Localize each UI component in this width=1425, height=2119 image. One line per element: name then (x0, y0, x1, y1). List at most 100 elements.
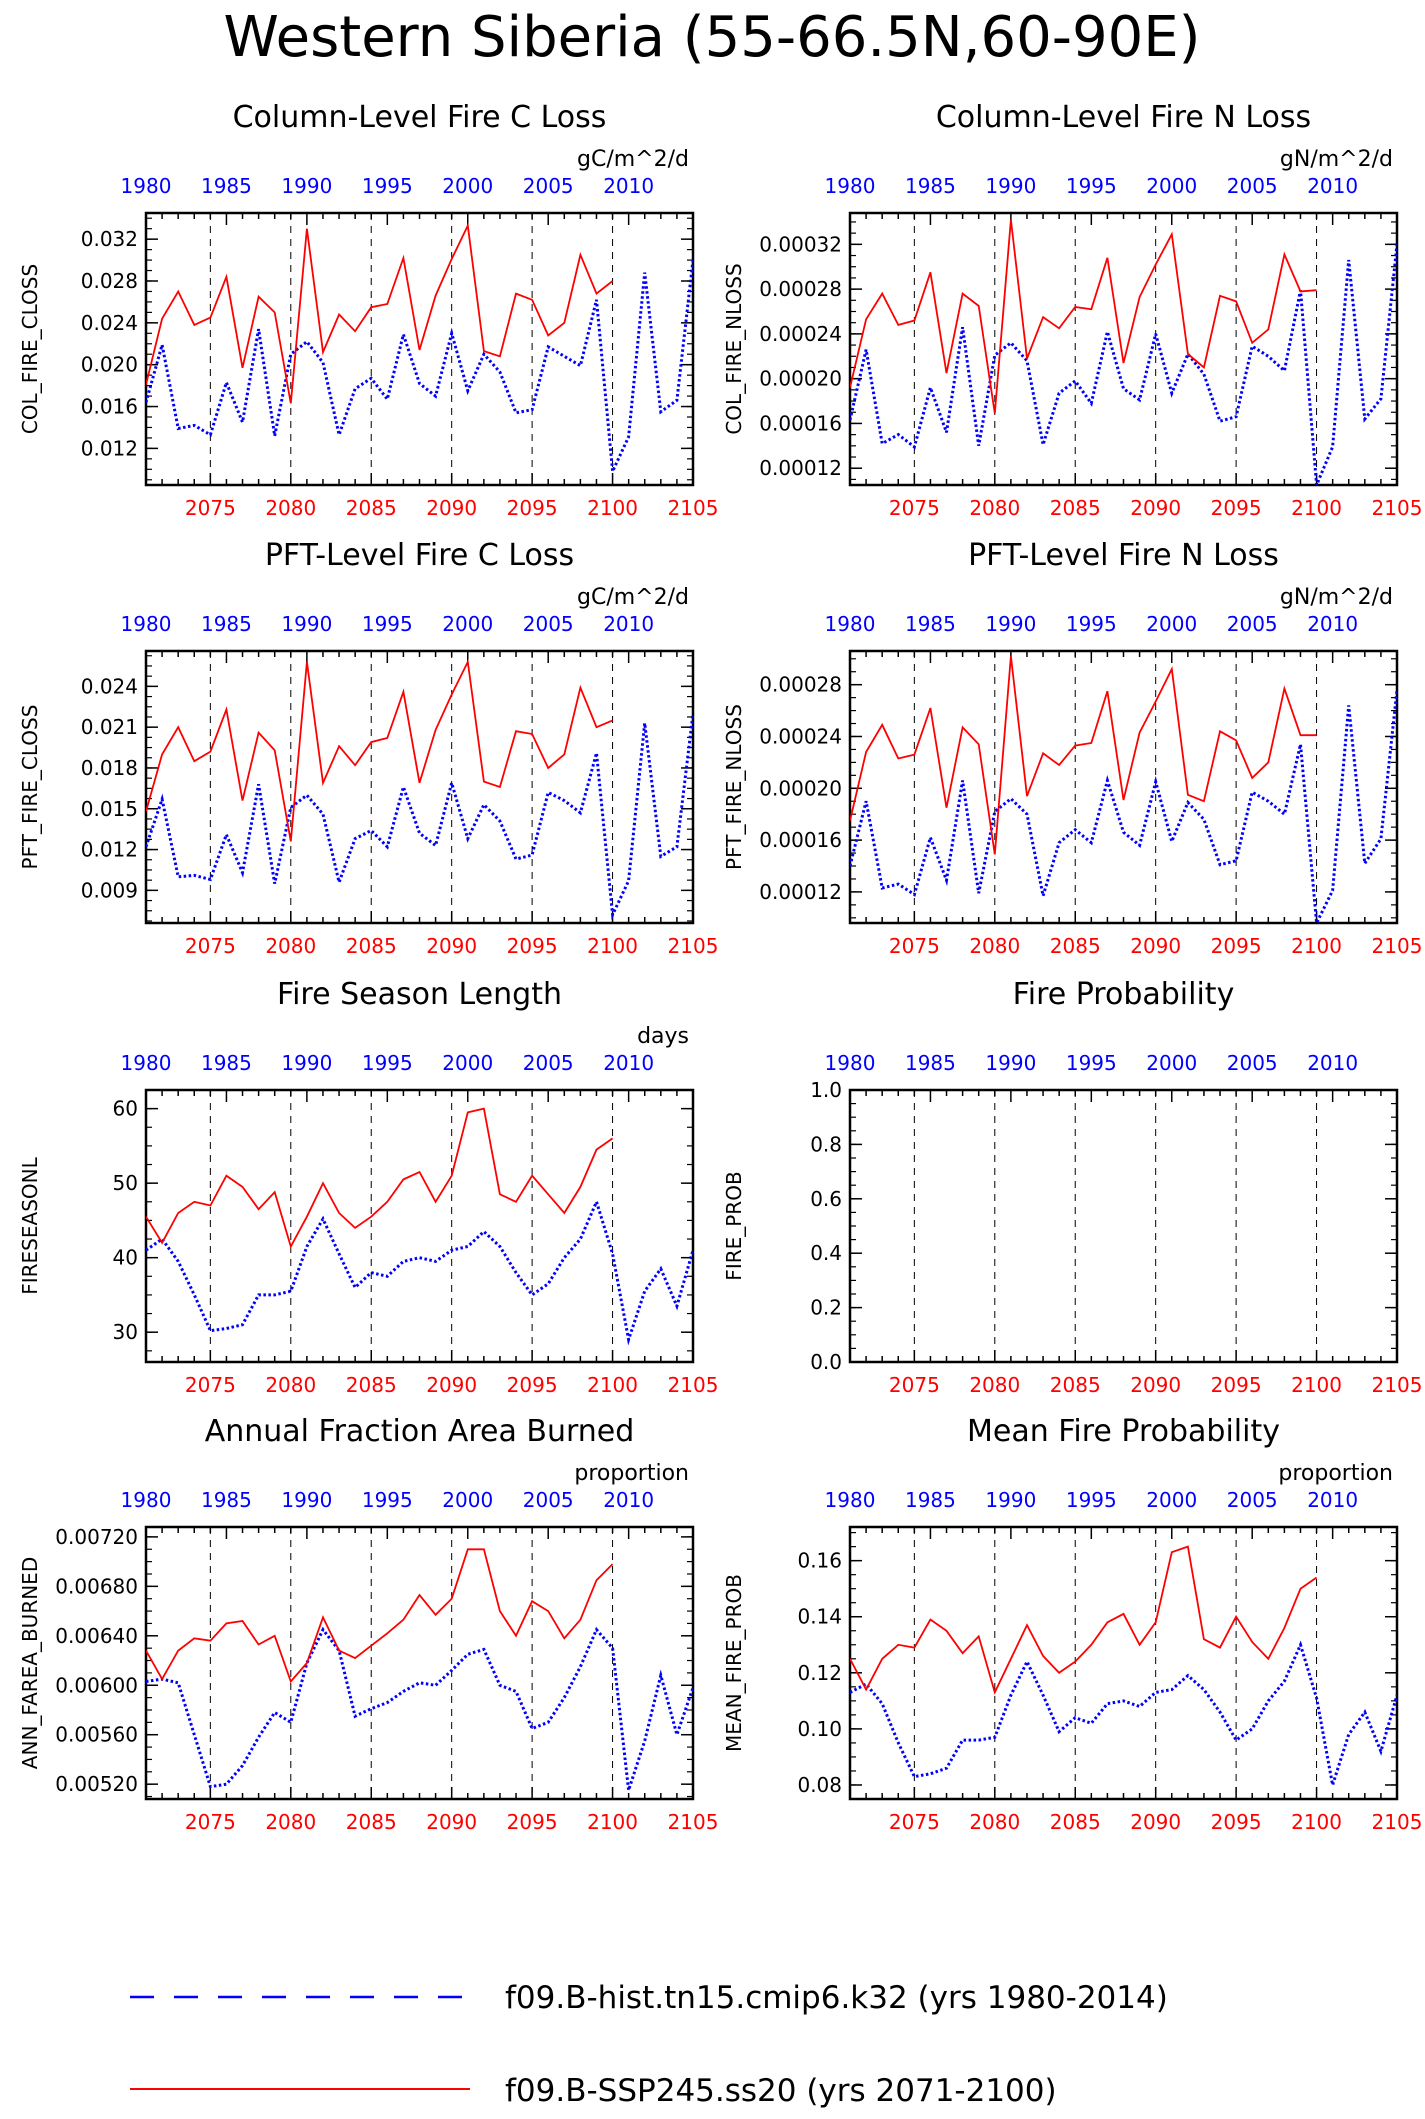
series-line-hist (146, 259, 693, 478)
y-tick-label: 0.4 (810, 1241, 842, 1265)
x-tick-label: 2090 (426, 1810, 477, 1834)
x-top-tick-label: 2000 (442, 612, 493, 636)
y-tick-label: 60 (113, 1097, 138, 1121)
legend-future-label: f09.B-SSP245.ss20 (yrs 2071-2100) (505, 2073, 1057, 2109)
x-top-tick-label: 1985 (201, 1051, 252, 1075)
x-tick-label: 2095 (507, 1373, 558, 1397)
x-tick-label: 2105 (1372, 496, 1423, 520)
plot-frame (144, 649, 695, 925)
x-top-tick-label: 1985 (905, 612, 956, 636)
chart-title: PFT-Level Fire N Loss (968, 538, 1279, 573)
x-top-tick-label: 1980 (825, 612, 876, 636)
x-tick-label: 2090 (426, 934, 477, 958)
y-tick-label: 0.020 (81, 353, 138, 377)
y-tick-label: 0.00012 (759, 880, 842, 904)
x-tick-label: 2095 (1211, 1810, 1262, 1834)
x-tick-label: 2105 (1372, 1373, 1423, 1397)
x-top-tick-label: 1990 (985, 1051, 1036, 1075)
x-tick-label: 2080 (265, 1373, 316, 1397)
y-tick-label: 0.024 (81, 311, 138, 335)
x-tick-label: 2100 (587, 934, 638, 958)
x-tick-label: 2075 (185, 934, 236, 958)
x-tick-label: 2085 (346, 1373, 397, 1397)
x-tick-label: 2090 (1130, 496, 1181, 520)
chart-title: Column-Level Fire C Loss (233, 100, 607, 135)
x-top-tick-label: 1995 (1066, 1488, 1117, 1512)
chart-panel-1: Column-Level Fire C Loss gC/m^2/d 2075 2080… (18, 100, 718, 520)
x-tick-label: 2080 (265, 1810, 316, 1834)
x-tick-label: 2095 (1211, 1373, 1262, 1397)
x-top-tick-label: 2000 (1146, 1488, 1197, 1512)
chart-title: PFT-Level Fire C Loss (265, 538, 574, 573)
chart-title: Mean Fire Probability (967, 1414, 1280, 1449)
x-top-tick-label: 2000 (1146, 1051, 1197, 1075)
legend-hist-label: f09.B-hist.tn15.cmip6.k32 (yrs 1980-2014… (505, 1980, 1168, 2016)
x-top-tick-label: 1990 (281, 612, 332, 636)
series-line-hist (850, 689, 1397, 923)
x-top-tick-label: 1990 (281, 174, 332, 198)
x-top-tick-label: 2010 (1307, 1488, 1358, 1512)
x-tick-label: 2105 (668, 1373, 719, 1397)
x-tick-label: 2095 (507, 1810, 558, 1834)
series-line-future (850, 1545, 1318, 1695)
x-top-tick-label: 2010 (603, 174, 654, 198)
x-tick-label: 2105 (1372, 934, 1423, 958)
y-axis-label: PFT_FIRE_NLOSS (722, 704, 746, 870)
y-tick-label: 0.08 (797, 1773, 842, 1797)
y-axis-label: COL_FIRE_NLOSS (722, 263, 746, 434)
y-tick-label: 0.00020 (759, 367, 842, 391)
y-axis-label: PFT_FIRE_CLOSS (18, 705, 42, 870)
y-axis-label: ANN_FAREA_BURNED (18, 1557, 42, 1769)
x-top-tick-label: 2005 (1227, 1488, 1278, 1512)
chart-panel-7: Annual Fraction Area Burned proportion 207… (18, 1414, 718, 1834)
y-tick-label: 0.00640 (55, 1624, 138, 1648)
x-tick-label: 2090 (426, 496, 477, 520)
x-top-tick-label: 1995 (362, 1488, 413, 1512)
chart-panel-2: Column-Level Fire N Loss gN/m^2/d 2075 2080… (722, 100, 1422, 520)
x-top-tick-label: 1990 (281, 1488, 332, 1512)
y-tick-label: 0.00720 (55, 1525, 138, 1549)
x-tick-label: 2075 (185, 1810, 236, 1834)
y-tick-label: 0.0 (810, 1350, 842, 1374)
y-axis-label: MEAN_FIRE_PROB (722, 1574, 746, 1752)
page-title: Western Siberia (55-66.5N,60-90E) (224, 5, 1201, 70)
chart-title: Column-Level Fire N Loss (936, 100, 1311, 135)
plot-frame (144, 1525, 695, 1801)
x-tick-label: 2105 (1372, 1810, 1423, 1834)
y-tick-label: 30 (113, 1320, 138, 1344)
y-tick-label: 50 (113, 1171, 138, 1195)
x-top-tick-label: 2000 (1146, 174, 1197, 198)
x-top-tick-label: 1995 (362, 174, 413, 198)
y-tick-label: 1.0 (810, 1078, 842, 1102)
series-line-future (146, 658, 613, 842)
x-tick-label: 2105 (668, 1810, 719, 1834)
y-tick-label: 0.021 (81, 715, 138, 739)
y-tick-label: 0.009 (81, 878, 138, 902)
x-tick-label: 2100 (587, 1373, 638, 1397)
x-top-tick-label: 1980 (121, 1488, 172, 1512)
x-top-tick-label: 2005 (1227, 612, 1278, 636)
units-label: gC/m^2/d (577, 147, 689, 172)
x-tick-label: 2080 (265, 496, 316, 520)
x-top-tick-label: 2000 (1146, 612, 1197, 636)
x-top-tick-label: 1980 (825, 174, 876, 198)
chart-panels: Column-Level Fire C Loss gC/m^2/d 2075 2080… (18, 100, 1422, 1834)
x-tick-label: 2100 (1291, 496, 1342, 520)
x-top-tick-label: 1985 (201, 1488, 252, 1512)
x-tick-label: 2095 (507, 934, 558, 958)
units-label: gC/m^2/d (577, 585, 689, 610)
y-tick-label: 0.012 (81, 436, 138, 460)
x-tick-label: 2080 (969, 934, 1020, 958)
x-top-tick-label: 1995 (362, 612, 413, 636)
x-tick-label: 2085 (346, 934, 397, 958)
plot-frame (144, 1088, 695, 1364)
x-tick-label: 2100 (587, 1810, 638, 1834)
y-axis-label: FIRE_PROB (722, 1171, 746, 1280)
chart-panel-6: Fire Probability 2075 2080 2085 2090 2095 2100… (722, 977, 1422, 1397)
y-tick-label: 0.00680 (55, 1574, 138, 1598)
y-tick-label: 0.12 (797, 1661, 842, 1685)
y-tick-label: 0.032 (81, 227, 138, 251)
y-tick-label: 0.6 (810, 1187, 842, 1211)
x-tick-label: 2080 (969, 496, 1020, 520)
x-tick-label: 2100 (1291, 934, 1342, 958)
